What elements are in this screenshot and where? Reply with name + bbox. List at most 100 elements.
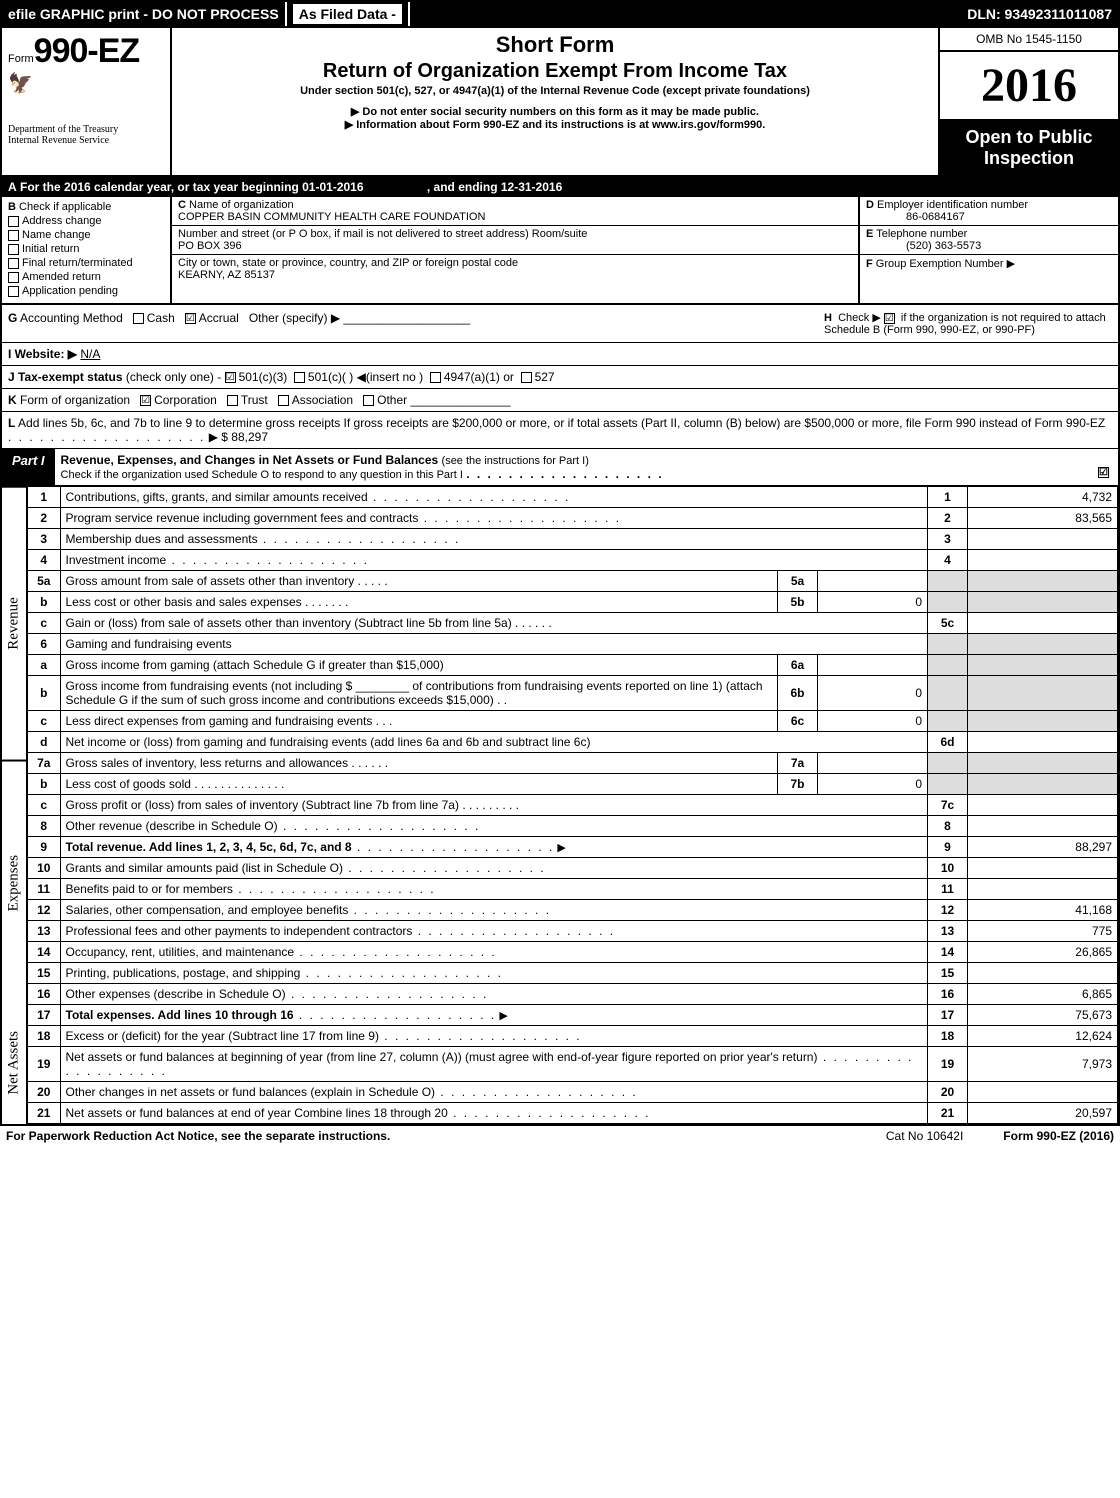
line-13: 13 Professional fees and other payments … xyxy=(28,921,1118,942)
dept-irs: Internal Revenue Service xyxy=(8,135,164,146)
section-bcd: B Check if applicable Address change Nam… xyxy=(2,197,1118,305)
form-number: 990-EZ xyxy=(34,32,140,70)
line-5c: c Gain or (loss) from sale of assets oth… xyxy=(28,613,1118,634)
short-form-title: Short Form xyxy=(178,32,932,58)
part1-table: 1 Contributions, gifts, grants, and simi… xyxy=(28,486,1118,1124)
line-10: 10 Grants and similar amounts paid (list… xyxy=(28,858,1118,879)
line-a-text: For the 2016 calendar year, or tax year … xyxy=(20,180,364,194)
chk-other[interactable] xyxy=(363,395,374,406)
l-text: Add lines 5b, 6c, and 7b to line 9 to de… xyxy=(18,416,1105,430)
asfiled-text: As Filed Data - xyxy=(293,4,402,24)
row-gh: G Accounting Method Cash ☑Accrual Other … xyxy=(2,305,1118,343)
line-20: 20 Other changes in net assets or fund b… xyxy=(28,1082,1118,1103)
chk-amended-return[interactable]: Amended return xyxy=(8,271,164,283)
header-center: Short Form Return of Organization Exempt… xyxy=(172,28,938,175)
open-public-2: Inspection xyxy=(944,148,1114,169)
grid-wrap: 1 Contributions, gifts, grants, and simi… xyxy=(28,486,1118,1124)
open-public-badge: Open to Public Inspection xyxy=(940,121,1118,175)
g-acct-label: Accounting Method xyxy=(20,311,123,325)
d-label: D xyxy=(866,199,874,211)
form-990ez-page: efile GRAPHIC print - DO NOT PROCESS As … xyxy=(0,0,1120,1126)
col-c: C Name of organization COPPER BASIN COMM… xyxy=(172,197,858,303)
dln-value: 93492311011087 xyxy=(1005,6,1112,22)
eagle-icon: 🦅 xyxy=(8,71,164,96)
j-label: J Tax-exempt status xyxy=(8,370,123,384)
row-i: I Website: ▶ N/A xyxy=(2,343,1118,366)
side-expenses: Expenses xyxy=(2,760,26,1004)
footer-left: For Paperwork Reduction Act Notice, see … xyxy=(6,1129,846,1143)
l-label: L xyxy=(8,416,15,430)
line-4: 4 Investment income 4 xyxy=(28,550,1118,571)
k-form-label: Form of organization xyxy=(20,393,130,407)
form-prefix: Form xyxy=(8,53,34,65)
chk-final-return[interactable]: Final return/terminated xyxy=(8,257,164,269)
topbar-spacer xyxy=(410,2,961,26)
part1-check-text: Check if the organization used Schedule … xyxy=(61,469,463,481)
chk-cash[interactable] xyxy=(133,313,144,324)
tel-label: Telephone number xyxy=(876,228,967,240)
chk-501c3[interactable]: ☑ xyxy=(225,372,236,383)
chk-assoc[interactable] xyxy=(278,395,289,406)
line-18: 18 Excess or (deficit) for the year (Sub… xyxy=(28,1026,1118,1047)
col-d: D Employer identification number 86-0684… xyxy=(858,197,1118,303)
line-8: 8 Other revenue (describe in Schedule O)… xyxy=(28,816,1118,837)
chk-accrual[interactable]: ☑ xyxy=(185,313,196,324)
chk-trust[interactable] xyxy=(227,395,238,406)
j-text: (check only one) - xyxy=(126,370,221,384)
l-amount: 88,297 xyxy=(231,430,268,444)
c-address-block: Number and street (or P O box, if mail i… xyxy=(172,226,858,255)
line-3: 3 Membership dues and assessments 3 xyxy=(28,529,1118,550)
part1-subtitle: (see the instructions for Part I) xyxy=(442,455,589,467)
i-label: I Website: ▶ xyxy=(8,347,77,361)
org-city: KEARNY, AZ 85137 xyxy=(178,269,275,281)
side-revenue: Revenue xyxy=(2,486,26,760)
chk-corp[interactable]: ☑ xyxy=(140,395,151,406)
chk-4947[interactable] xyxy=(430,372,441,383)
side-netassets: Net Assets xyxy=(2,1003,26,1124)
org-address: PO BOX 396 xyxy=(178,240,242,252)
chk-part1-scho[interactable]: ☑ xyxy=(1098,467,1109,478)
c-name-block: C Name of organization COPPER BASIN COMM… xyxy=(172,197,858,226)
k-label: K xyxy=(8,393,17,407)
f-label: F xyxy=(866,258,873,270)
chk-name-change[interactable]: Name change xyxy=(8,229,164,241)
row-k: K Form of organization ☑Corporation Trus… xyxy=(2,389,1118,412)
ein-value: 86-0684167 xyxy=(906,211,965,223)
line-7b: b Less cost of goods sold . . . . . . . … xyxy=(28,774,1118,795)
line-1: 1 Contributions, gifts, grants, and simi… xyxy=(28,487,1118,508)
org-name: COPPER BASIN COMMUNITY HEALTH CARE FOUND… xyxy=(178,211,485,223)
chk-h[interactable]: ☑ xyxy=(884,313,895,324)
return-title: Return of Organization Exempt From Incom… xyxy=(178,60,932,83)
line-6c: c Less direct expenses from gaming and f… xyxy=(28,711,1118,732)
line-21: 21 Net assets or fund balances at end of… xyxy=(28,1103,1118,1124)
efile-label: efile GRAPHIC print - DO NOT PROCESS xyxy=(2,2,287,26)
e-tel-block: E Telephone number (520) 363-5573 xyxy=(860,226,1118,255)
g-other: Other (specify) ▶ xyxy=(249,311,340,325)
header-left: Form990-EZ 🦅 Department of the Treasury … xyxy=(2,28,172,175)
form-header: Form990-EZ 🦅 Department of the Treasury … xyxy=(2,28,1118,175)
chk-527[interactable] xyxy=(521,372,532,383)
line-7c: c Gross profit or (loss) from sales of i… xyxy=(28,795,1118,816)
g-block: G Accounting Method Cash ☑Accrual Other … xyxy=(2,305,818,342)
i-val: N/A xyxy=(80,347,100,361)
line-6b: b Gross income from fundraising events (… xyxy=(28,676,1118,711)
line-6: 6 Gaming and fundraising events xyxy=(28,634,1118,655)
under-section: Under section 501(c), 527, or 4947(a)(1)… xyxy=(178,85,932,97)
line-17: 17 Total expenses. Add lines 10 through … xyxy=(28,1005,1118,1026)
dln-block: DLN: 93492311011087 xyxy=(961,2,1118,26)
page-footer: For Paperwork Reduction Act Notice, see … xyxy=(0,1126,1120,1146)
h-label: H xyxy=(824,312,832,324)
form-number-block: Form990-EZ xyxy=(8,32,164,71)
chk-501c[interactable] xyxy=(294,372,305,383)
chk-address-change[interactable]: Address change xyxy=(8,215,164,227)
top-bar: efile GRAPHIC print - DO NOT PROCESS As … xyxy=(2,2,1118,28)
notice-info: ▶ Information about Form 990-EZ and its … xyxy=(178,118,932,131)
tel-value: (520) 363-5573 xyxy=(906,240,981,252)
l-arrow: ▶ $ xyxy=(209,430,228,444)
group-label: Group Exemption Number xyxy=(876,258,1004,270)
tax-year: 2016 xyxy=(940,52,1118,121)
chk-initial-return[interactable]: Initial return xyxy=(8,243,164,255)
chk-application-pending[interactable]: Application pending xyxy=(8,285,164,297)
line-a-ending: , and ending 12-31-2016 xyxy=(427,180,562,194)
line-2: 2 Program service revenue including gove… xyxy=(28,508,1118,529)
